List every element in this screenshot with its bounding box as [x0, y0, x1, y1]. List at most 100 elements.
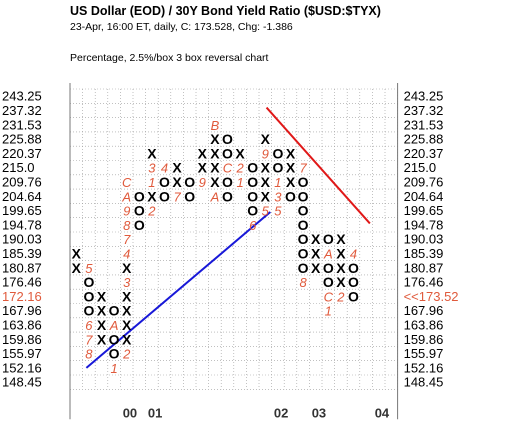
- price-label-left: 204.64: [2, 189, 42, 204]
- x-mark: X: [286, 145, 296, 161]
- price-label-right: 194.78: [404, 217, 444, 232]
- price-label-right: 209.76: [404, 174, 444, 189]
- o-mark: O: [247, 188, 258, 204]
- month-mark: 3: [274, 189, 282, 204]
- month-mark: 1: [325, 304, 332, 319]
- o-mark: O: [323, 260, 334, 276]
- o-mark: O: [184, 188, 195, 204]
- price-label-left: 225.88: [2, 132, 42, 147]
- axes: [69, 83, 399, 420]
- o-mark: O: [83, 274, 94, 290]
- o-mark: O: [285, 188, 296, 204]
- month-mark: 4: [123, 246, 130, 261]
- trendlines: [85, 106, 371, 369]
- x-mark: X: [172, 174, 182, 190]
- price-label-left: 176.46: [2, 275, 42, 290]
- month-mark: 8: [85, 347, 93, 362]
- o-mark: O: [298, 203, 309, 219]
- o-mark: O: [298, 217, 309, 233]
- x-mark: X: [72, 260, 82, 276]
- price-label-right: 220.37: [404, 146, 444, 161]
- price-label-right: 185.39: [404, 246, 444, 261]
- month-mark: 2: [147, 204, 156, 219]
- price-label-right: 167.96: [404, 303, 444, 318]
- o-mark: O: [159, 174, 170, 190]
- month-mark: 7: [173, 189, 181, 204]
- price-label-left: 215.0: [2, 160, 35, 175]
- price-label-left: 190.03: [2, 232, 42, 247]
- month-mark: 9: [123, 204, 130, 219]
- price-label-left: 152.16: [2, 360, 42, 375]
- price-label-right: <<173.52: [404, 289, 459, 304]
- price-label-left: 209.76: [2, 174, 42, 189]
- price-label-right: 215.0: [404, 160, 437, 175]
- o-mark: O: [247, 174, 258, 190]
- o-mark: O: [298, 231, 309, 247]
- x-mark: X: [336, 260, 346, 276]
- o-mark: O: [134, 203, 145, 219]
- month-mark: 5: [274, 204, 282, 219]
- chart-title: US Dollar (EOD) / 30Y Bond Yield Ratio (…: [70, 4, 381, 18]
- price-label-right: 180.87: [404, 260, 444, 275]
- o-mark: O: [134, 188, 145, 204]
- x-mark: X: [97, 288, 107, 304]
- year-label: 04: [375, 405, 390, 420]
- month-mark: 4: [161, 161, 168, 176]
- price-label-left: 148.45: [2, 375, 42, 390]
- x-mark: X: [261, 160, 271, 176]
- price-label-right: 231.53: [404, 117, 444, 132]
- x-mark: X: [286, 174, 296, 190]
- o-mark: O: [184, 174, 195, 190]
- o-mark: O: [222, 145, 233, 161]
- price-label-right: 237.32: [404, 103, 444, 118]
- o-mark: O: [323, 274, 334, 290]
- o-mark: O: [272, 160, 283, 176]
- price-label-left: 243.25: [2, 89, 42, 104]
- price-label-left: 159.86: [2, 332, 42, 347]
- x-mark: X: [210, 160, 220, 176]
- o-mark: O: [298, 245, 309, 261]
- price-label-right: 152.16: [404, 360, 444, 375]
- x-mark: X: [210, 145, 220, 161]
- price-label-left: 231.53: [2, 117, 42, 132]
- o-mark: O: [247, 203, 258, 219]
- month-mark: A: [121, 189, 131, 204]
- price-label-right: 155.97: [404, 346, 444, 361]
- month-mark: C: [223, 161, 233, 176]
- x-mark: X: [122, 317, 132, 333]
- o-mark: O: [83, 303, 94, 319]
- month-mark: 2: [122, 347, 131, 362]
- month-mark: 9: [262, 146, 269, 161]
- x-mark: X: [311, 231, 321, 247]
- x-mark: X: [122, 303, 132, 319]
- quote-line: 23-Apr, 16:00 ET, daily, C: 173.528, Chg…: [70, 21, 293, 33]
- x-mark: X: [311, 245, 321, 261]
- year-label: 03: [312, 405, 326, 420]
- price-label-right: 163.86: [404, 317, 444, 332]
- x-mark: X: [97, 331, 107, 347]
- price-label-left: 172.16: [2, 289, 42, 304]
- month-mark: 5: [85, 261, 93, 276]
- o-mark: O: [348, 260, 359, 276]
- x-mark: X: [311, 260, 321, 276]
- x-mark: X: [147, 145, 157, 161]
- o-mark: O: [298, 260, 309, 276]
- price-label-right: 148.45: [404, 375, 444, 390]
- year-label: 01: [148, 405, 162, 420]
- o-mark: O: [109, 303, 120, 319]
- month-mark: 5: [262, 204, 270, 219]
- month-mark: B: [211, 118, 220, 133]
- month-mark: A: [210, 189, 220, 204]
- x-mark: X: [210, 131, 220, 147]
- o-mark: O: [159, 188, 170, 204]
- month-mark: 3: [123, 275, 131, 290]
- month-mark: 1: [236, 175, 243, 190]
- price-label-left: 163.86: [2, 317, 42, 332]
- price-label-left: 185.39: [2, 246, 42, 261]
- month-mark: 8: [123, 218, 131, 233]
- month-mark: 4: [350, 246, 357, 261]
- x-mark: X: [261, 188, 271, 204]
- price-label-left: 155.97: [2, 346, 42, 361]
- x-mark: X: [261, 174, 271, 190]
- x-mark: X: [336, 231, 346, 247]
